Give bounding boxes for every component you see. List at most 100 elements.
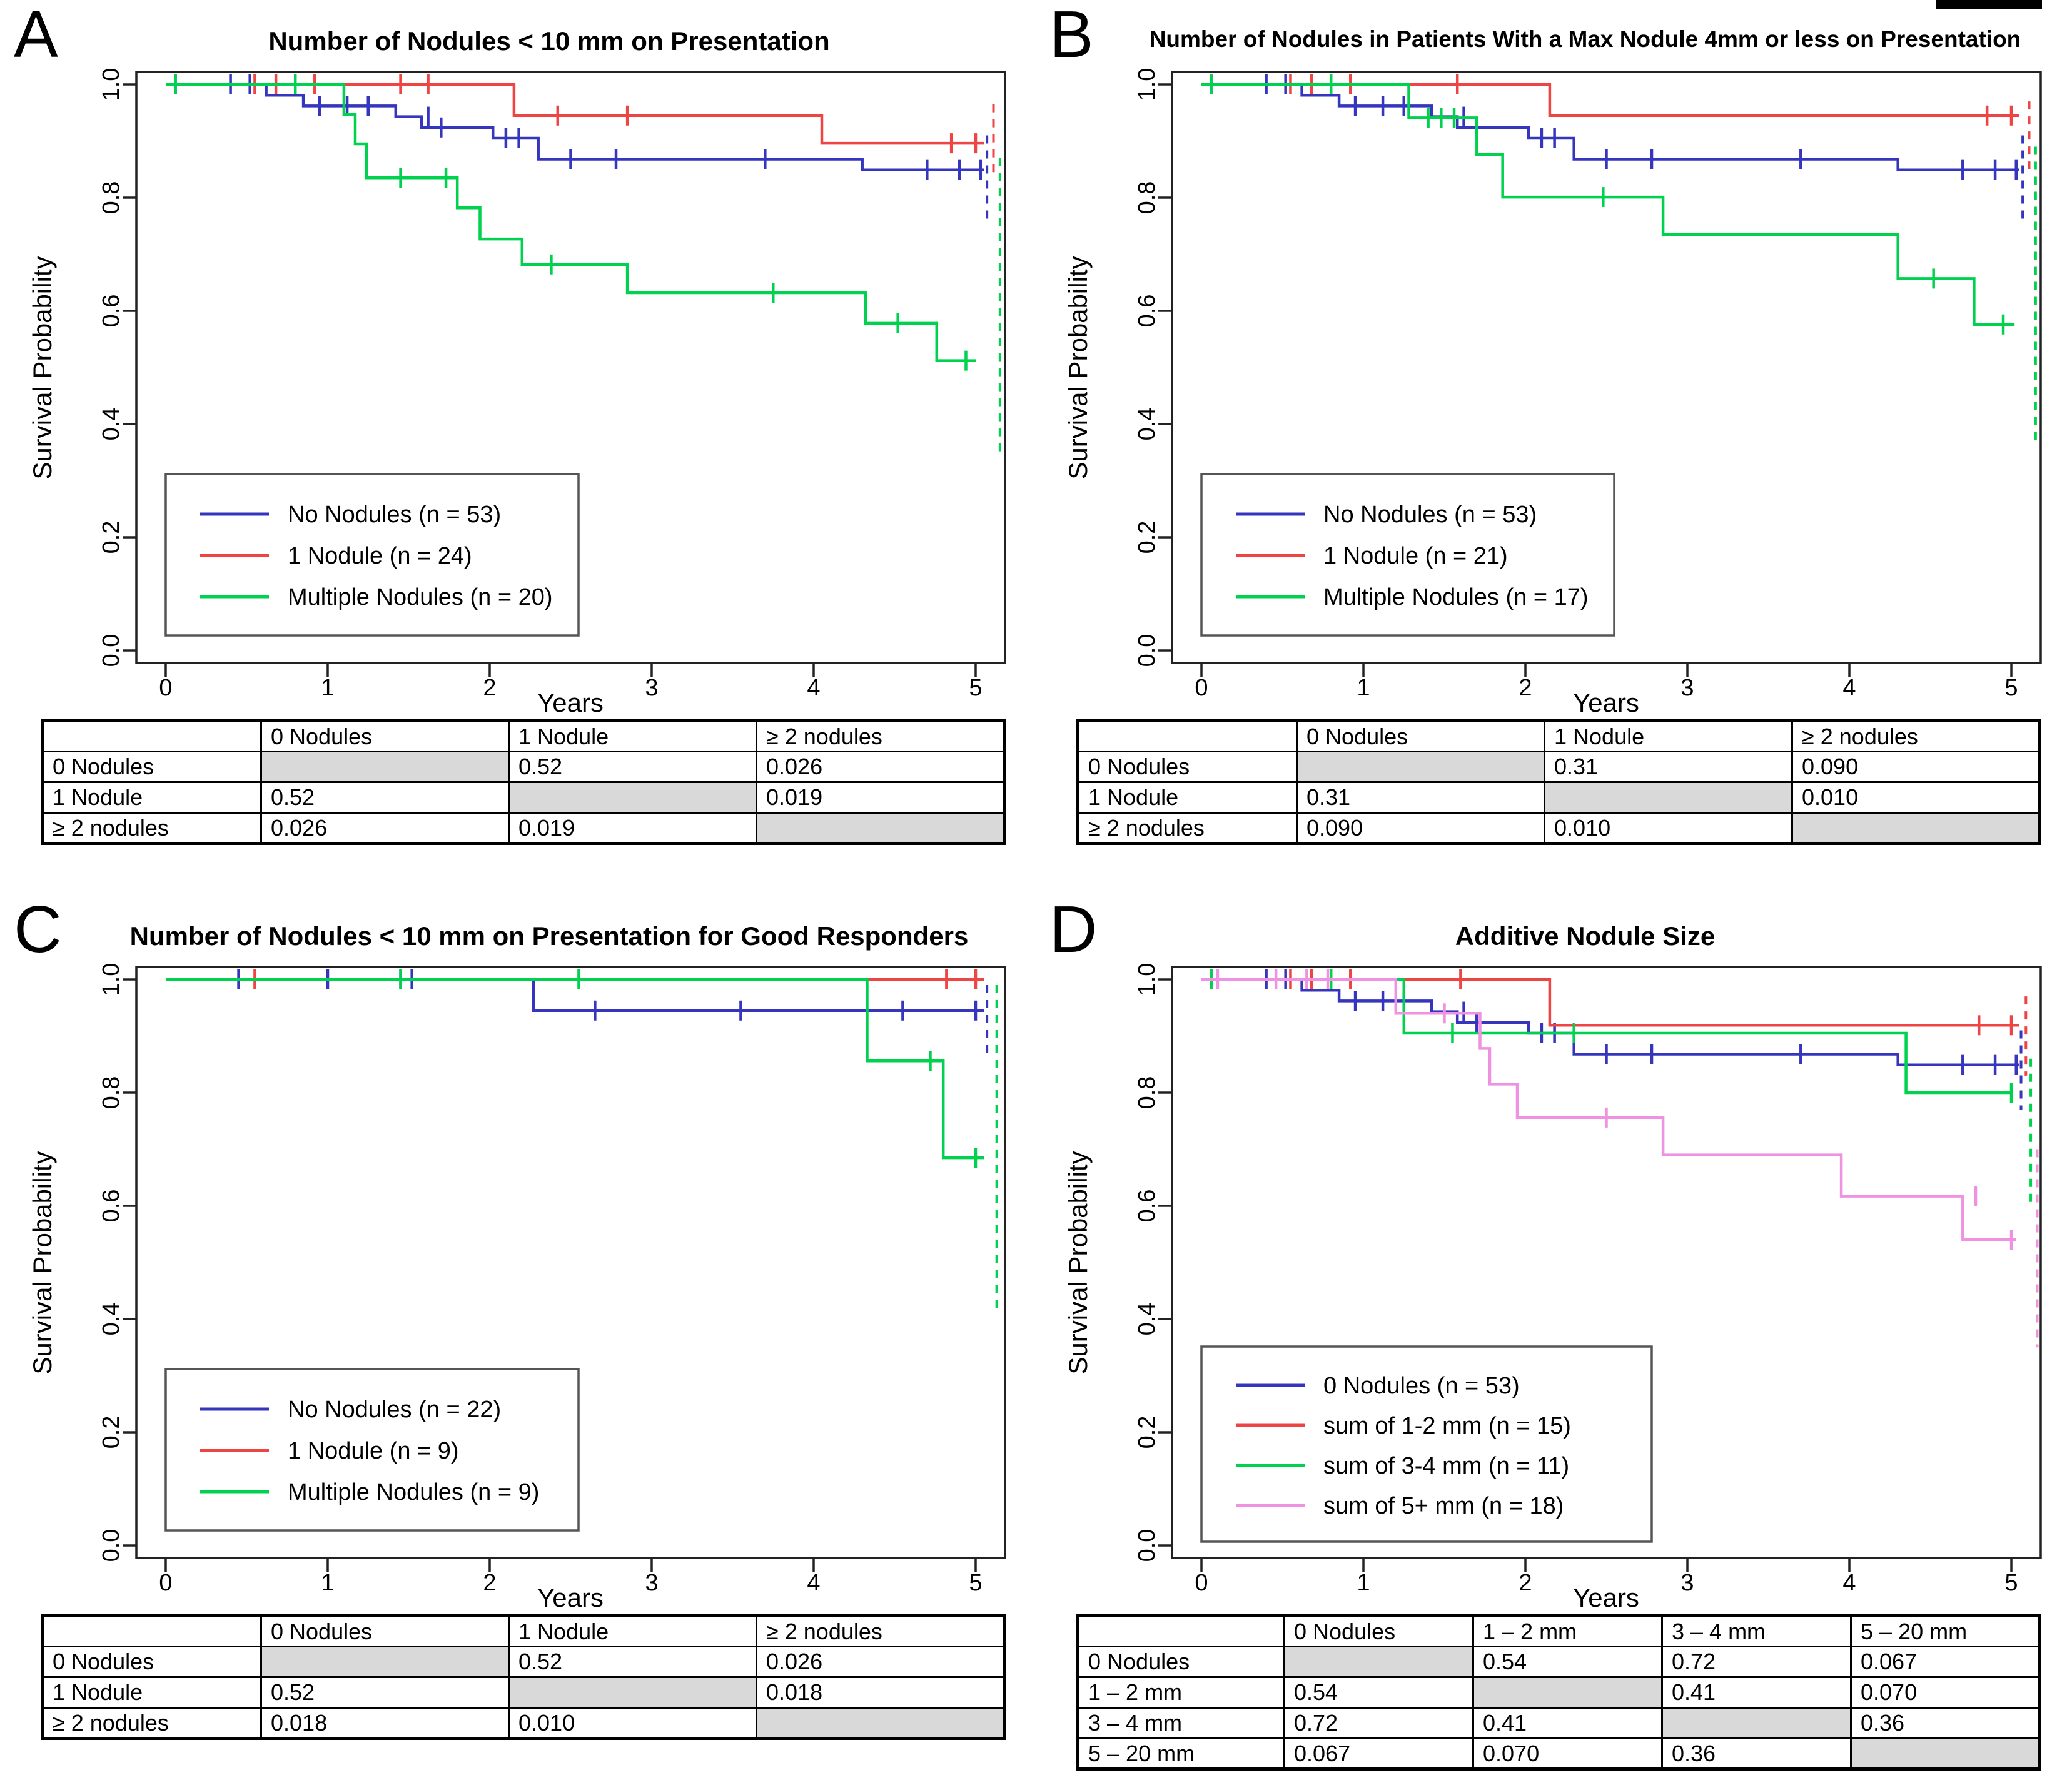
- pvalue-row-label: ≥ 2 nodules: [41, 812, 262, 844]
- legend-label: No Nodules (n = 53): [1323, 502, 1537, 528]
- pvalue-cell: 0.31: [1296, 781, 1545, 814]
- pvalue-cell: [1283, 1646, 1474, 1678]
- screen-artifact-bar: [1936, 0, 2042, 9]
- x-tick-label: 3: [1680, 1570, 1694, 1596]
- pvalue-table-B: 0 Nodules 1 Nodule ≥ 2 nodules 0 Nodules 0.3…: [1076, 719, 2072, 845]
- legend-box: [1200, 1345, 1653, 1543]
- pvalue-table: 0 Nodules 1 Nodule ≥ 2 nodules 0 Nodules 0.3…: [1076, 719, 2041, 845]
- pvalue-col-header: ≥ 2 nodules: [756, 1615, 1005, 1647]
- pvalue-col-header: 1 Nodule: [508, 720, 757, 752]
- x-axis-label: Years: [1573, 1583, 1639, 1609]
- censor-marks-2: [1210, 74, 2005, 335]
- pvalue-row: 1 Nodule 0.52 0.018: [41, 1676, 1005, 1709]
- pvalue-cell: [260, 751, 510, 783]
- x-tick-label: 4: [807, 675, 820, 701]
- x-tick-label: 2: [483, 1570, 496, 1596]
- pvalue-row-label: ≥ 2 nodules: [41, 1707, 262, 1739]
- pvalue-cell: 0.018: [260, 1707, 510, 1739]
- y-axis-label: Survival Probability: [1063, 1151, 1093, 1374]
- y-tick-label: 0.8: [98, 1076, 124, 1110]
- y-tick-label: 1.0: [1134, 69, 1160, 101]
- series-line-3: [1201, 978, 2016, 1241]
- pvalue-cell: 0.090: [1296, 812, 1545, 844]
- x-tick-label: 1: [321, 675, 334, 701]
- pvalue-cell: [1850, 1737, 2041, 1770]
- pvalue-row-label: 0 Nodules: [1077, 1646, 1285, 1678]
- pvalue-col-header: [41, 1615, 262, 1647]
- pvalue-cell: [1791, 812, 2041, 844]
- pvalue-row-label: 1 Nodule: [41, 1676, 262, 1709]
- y-axis-label: Survival Probability: [28, 1151, 57, 1374]
- pvalue-row-label: 0 Nodules: [1077, 751, 1298, 783]
- pvalue-col-header: [41, 720, 262, 752]
- pvalue-row-label: 1 – 2 mm: [1077, 1676, 1285, 1709]
- pvalue-col-header: ≥ 2 nodules: [1791, 720, 2041, 752]
- pvalue-row: 5 – 20 mm 0.067 0.070 0.36: [1077, 1737, 2041, 1770]
- censor-marks-0: [237, 969, 978, 1021]
- pvalue-row: ≥ 2 nodules 0.018 0.010: [41, 1707, 1005, 1739]
- panel-A: A Number of Nodules < 10 mm on Presentat…: [0, 0, 1036, 895]
- pvalue-cell: 0.010: [508, 1707, 757, 1739]
- pvalue-cell: [756, 1707, 1005, 1739]
- pvalue-cell: 0.090: [1791, 751, 2041, 783]
- pvalue-cell: 0.52: [260, 781, 510, 814]
- censor-marks-2: [174, 74, 968, 371]
- series-line-2: [166, 978, 984, 1160]
- pvalue-col-header: 5 – 20 mm: [1850, 1615, 2041, 1647]
- km-plot-B: 0 1 2 3 4 5 Years 0.0 0.2 0.4 0.6 0.8 1.0 Survival Pr…: [1063, 69, 2042, 714]
- pvalue-cell: [756, 812, 1005, 844]
- pvalue-col-header: 1 Nodule: [508, 1615, 757, 1647]
- x-tick-label: 2: [1519, 675, 1532, 701]
- pvalue-cell: 0.026: [756, 1646, 1005, 1678]
- x-tick-label: 5: [2004, 1570, 2018, 1596]
- pvalue-cell: 0.019: [508, 812, 757, 844]
- x-tick-label: 3: [1680, 675, 1694, 701]
- pvalue-row: 0 Nodules 0.52 0.026: [41, 1646, 1005, 1678]
- panel-letter: D: [1049, 895, 1098, 966]
- pvalue-cell: 0.018: [756, 1676, 1005, 1709]
- censor-marks-2: [1210, 969, 2013, 1103]
- y-tick-label: 0.0: [98, 1529, 124, 1562]
- legend-label: 1 Nodule (n = 24): [288, 543, 472, 569]
- pvalue-cell: [1296, 751, 1545, 783]
- legend-label: 1 Nodule (n = 9): [288, 1438, 459, 1464]
- pvalue-row: 1 – 2 mm 0.54 0.41 0.070: [1077, 1676, 2041, 1709]
- pvalue-cell: [260, 1646, 510, 1678]
- x-axis-label: Years: [537, 1583, 604, 1609]
- pvalue-cell: 0.72: [1283, 1707, 1474, 1739]
- pvalue-cell: [1544, 781, 1793, 814]
- legend-label: 0 Nodules (n = 53): [1323, 1373, 1520, 1399]
- y-tick-label: 0.0: [1134, 1529, 1160, 1562]
- pvalue-cell: 0.54: [1283, 1676, 1474, 1709]
- pvalue-row-label: ≥ 2 nodules: [1077, 812, 1298, 844]
- legend-label: 1 Nodule (n = 21): [1323, 543, 1508, 569]
- x-tick-label: 2: [1519, 1570, 1532, 1596]
- series-line-0: [166, 978, 984, 1013]
- pvalue-row-label: 5 – 20 mm: [1077, 1737, 1285, 1770]
- pvalue-table-C: 0 Nodules 1 Nodule ≥ 2 nodules 0 Nodules 0.5…: [41, 1614, 1036, 1740]
- pvalue-cell: 0.026: [756, 751, 1005, 783]
- pvalue-row: 0 Nodules 0.52 0.026: [41, 751, 1005, 783]
- series-line-2: [166, 83, 976, 362]
- km-plot-A: 0 1 2 3 4 5 Years 0.0 0.2 0.4 0.6 0.8 1.0 Survival Pr…: [28, 69, 1006, 714]
- x-tick-label: 4: [1842, 675, 1856, 701]
- legend-label: sum of 3-4 mm (n = 11): [1323, 1453, 1569, 1479]
- pvalue-cell: [508, 781, 757, 814]
- y-axis-label: Survival Probability: [28, 256, 57, 479]
- pvalue-row-label: 1 Nodule: [41, 781, 262, 814]
- pvalue-row: ≥ 2 nodules 0.026 0.019: [41, 812, 1005, 844]
- legend-label: Multiple Nodules (n = 20): [288, 584, 553, 610]
- y-tick-label: 0.4: [98, 408, 124, 441]
- y-tick-label: 0.4: [1134, 408, 1160, 441]
- pvalue-cell: 0.54: [1472, 1646, 1663, 1678]
- x-tick-label: 0: [159, 675, 172, 701]
- legend-label: No Nodules (n = 53): [288, 502, 501, 528]
- y-tick-label: 1.0: [98, 964, 124, 996]
- pvalue-row-label: 3 – 4 mm: [1077, 1707, 1285, 1739]
- panel-title: Number of Nodules < 10 mm on Presentatio…: [129, 921, 969, 951]
- panel-B-header: B Number of Nodules in Patients With a M…: [1036, 0, 2072, 69]
- series-line-2: [1201, 978, 2011, 1095]
- pvalue-table-A: 0 Nodules 1 Nodule ≥ 2 nodules 0 Nodules 0.5…: [41, 719, 1036, 845]
- y-tick-label: 0.2: [98, 521, 124, 554]
- legend-label: Multiple Nodules (n = 9): [288, 1479, 539, 1505]
